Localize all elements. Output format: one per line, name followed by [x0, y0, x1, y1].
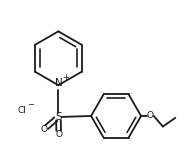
Text: N: N [54, 78, 62, 88]
Text: O: O [41, 125, 47, 134]
Text: O: O [147, 111, 154, 120]
Text: −: − [28, 100, 35, 109]
Text: O: O [55, 130, 62, 139]
Text: Cl: Cl [17, 106, 26, 115]
Text: S: S [55, 112, 62, 122]
Text: +: + [62, 73, 69, 82]
